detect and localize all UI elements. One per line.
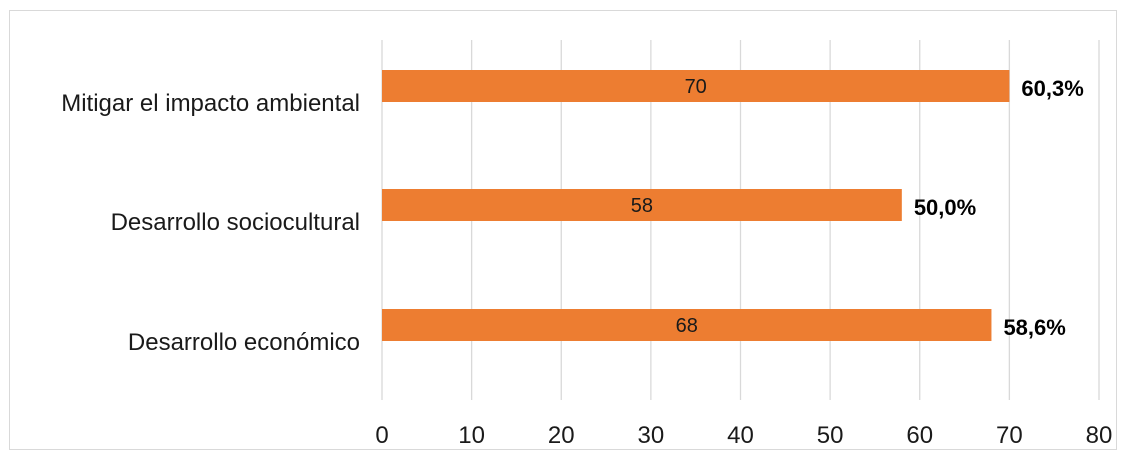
bar-value-label-0: 70 <box>685 76 707 98</box>
category-label-0: Mitigar el impacto ambiental <box>61 90 360 117</box>
x-tick-label-50: 50 <box>817 422 844 449</box>
x-tick-label-10: 10 <box>458 422 485 449</box>
bar-0 <box>382 70 1010 102</box>
category-label-1: Desarrollo sociocultural <box>111 209 360 236</box>
x-tick-label-0: 0 <box>375 422 388 449</box>
bar-value-label-1: 58 <box>631 195 653 217</box>
bar-2 <box>382 309 992 341</box>
category-label-2: Desarrollo económico <box>128 329 360 356</box>
labels: 0 10 20 30 40 50 60 70 80 Mitigar el impacto ambi… <box>61 76 1112 449</box>
bar-1 <box>382 189 902 221</box>
percent-label-1: 50,0% <box>914 195 976 220</box>
bars <box>382 70 1010 341</box>
x-tick-label-60: 60 <box>906 422 933 449</box>
x-tick-label-80: 80 <box>1086 422 1113 449</box>
x-tick-label-40: 40 <box>727 422 754 449</box>
x-tick-label-20: 20 <box>548 422 575 449</box>
percent-label-2: 58,6% <box>1003 315 1065 340</box>
x-tick-label-70: 70 <box>996 422 1023 449</box>
percent-label-0: 60,3% <box>1021 76 1083 101</box>
bar-value-label-2: 68 <box>676 315 698 337</box>
x-tick-label-30: 30 <box>638 422 665 449</box>
